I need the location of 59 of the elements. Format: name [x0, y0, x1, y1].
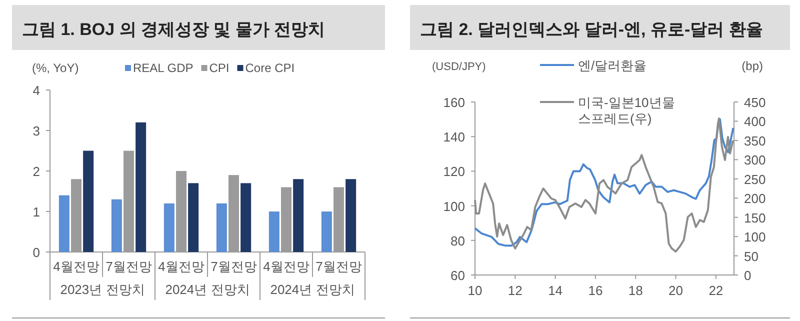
y2-tick-label: 50	[744, 248, 758, 264]
bar	[293, 179, 304, 252]
legend-label: REAL GDP	[133, 61, 194, 75]
y-tick-label: 80	[450, 233, 465, 248]
x-tick-label: 10	[468, 283, 482, 298]
text: 2023년 전망치	[60, 282, 145, 297]
y2-axis-title: (bp)	[742, 59, 763, 73]
y-axis-title: (USD/JPY)	[432, 61, 486, 73]
text: 2024년 전망치	[165, 282, 250, 297]
bar	[188, 183, 199, 252]
x-tick-label: 7월전망	[316, 259, 362, 274]
x-tick-label: 20	[668, 283, 684, 298]
legend-label: Core CPI	[245, 61, 295, 75]
bar	[240, 183, 252, 252]
y2-tick-label: 150	[744, 210, 766, 226]
bar	[83, 150, 94, 252]
y-tick-label: 4	[32, 83, 40, 98]
bar	[216, 203, 227, 252]
y2-tick-label: 350	[744, 133, 766, 148]
x-tick-label: 4월전망	[263, 259, 310, 274]
legend-label: 엔/달러환율	[578, 58, 647, 73]
chart-title: 그림 2. 달러인덱스와 달러-엔, 유로-달러 환율	[420, 20, 763, 39]
x-tick-label: 4월전망	[158, 259, 204, 274]
bar	[268, 212, 280, 252]
y-tick-label: 60	[450, 268, 465, 283]
y-tick-label: 140	[443, 130, 465, 145]
x-tick-label: 22	[708, 283, 724, 298]
text: 2024년 전망치	[270, 282, 355, 297]
y-tick-label: 120	[443, 164, 465, 180]
y2-tick-label: 400	[744, 114, 766, 130]
y-tick-label: 0	[32, 245, 40, 260]
x-tick-label: 12	[508, 283, 522, 298]
bar	[136, 122, 146, 252]
x-tick-label: 7월전망	[210, 259, 257, 274]
legend-label: 미국-일본10년물 스프레드(우)	[578, 95, 675, 126]
bar	[164, 203, 174, 252]
x-tick-label: 14	[548, 283, 563, 298]
y-tick-label: 2	[32, 164, 40, 179]
y2-tick-label: 300	[744, 152, 766, 168]
bar	[321, 212, 332, 252]
y2-tick-label: 450	[744, 95, 766, 110]
y-tick-label: 100	[443, 198, 465, 214]
y2-tick-label: 250	[744, 172, 766, 187]
legend-label: CPI	[209, 61, 230, 75]
y-axis-title: (%, YoY)	[32, 61, 79, 75]
y-tick-label: 160	[443, 95, 465, 110]
bar	[111, 199, 122, 252]
x-tick-label: 7월전망	[106, 259, 152, 274]
x-tick-label: 4월전망	[53, 259, 100, 274]
bar	[346, 179, 356, 252]
x-tick-label: 18	[628, 283, 643, 298]
chart-title: 그림 1. BOJ 의 경제성장 및 물가 전망치	[22, 20, 326, 39]
y-tick-label: 1	[32, 204, 40, 220]
y2-tick-label: 0	[744, 268, 752, 283]
bar	[58, 195, 70, 252]
y2-tick-label: 100	[744, 230, 766, 245]
y-tick-label: 3	[32, 124, 40, 138]
y2-tick-label: 200	[744, 191, 766, 206]
x-tick-label: 16	[588, 283, 603, 298]
